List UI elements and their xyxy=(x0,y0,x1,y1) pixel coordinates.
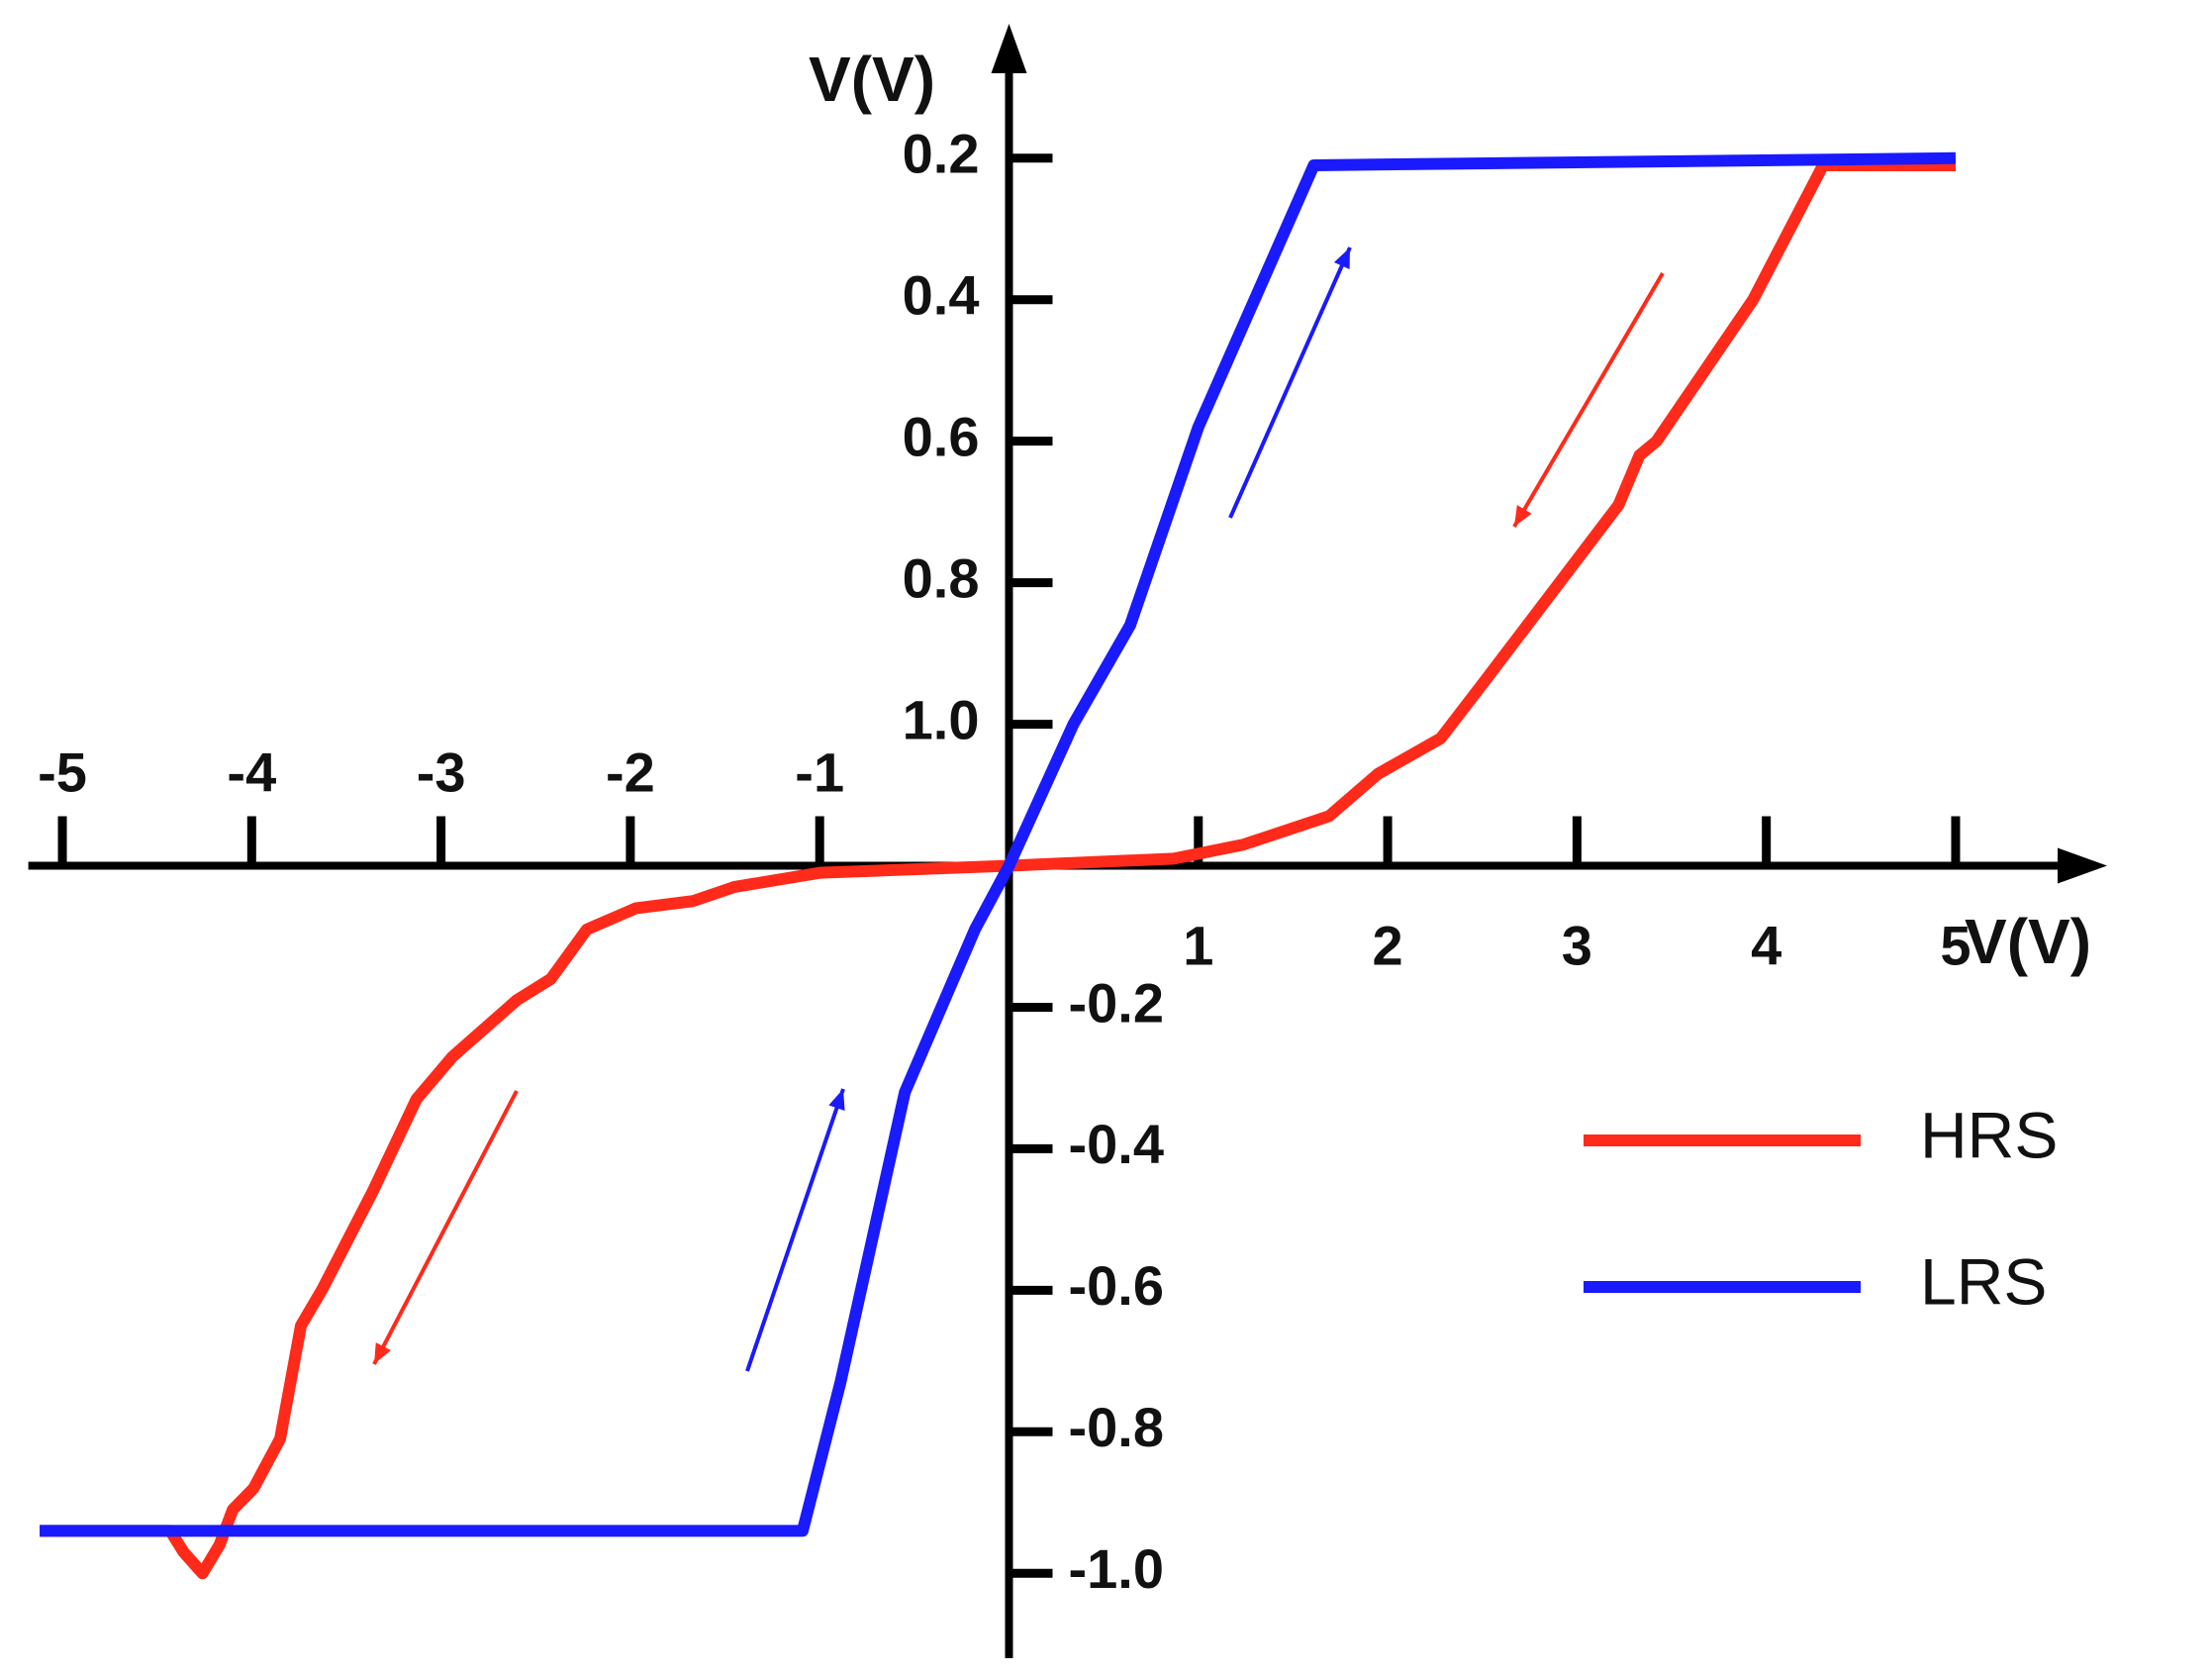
direction-arrowhead xyxy=(1333,247,1350,269)
y-tick-label: 0.8 xyxy=(903,546,980,609)
y-tick-label: -0.6 xyxy=(1068,1254,1164,1317)
x-tick-label: 3 xyxy=(1562,914,1592,976)
direction-arrowhead xyxy=(374,1342,391,1364)
direction-arrow xyxy=(745,1088,845,1372)
x-tick-label: -5 xyxy=(38,740,87,803)
y-tick-label: -1.0 xyxy=(1068,1537,1164,1600)
x-tick-label: 4 xyxy=(1751,914,1781,976)
x-tick-label: 5 xyxy=(1940,914,1971,976)
x-tick-label: 1 xyxy=(1183,914,1213,976)
direction-arrowhead xyxy=(1514,505,1532,527)
y-tick-label: -0.2 xyxy=(1068,971,1164,1034)
y-tick-label: 0.4 xyxy=(903,264,980,327)
legend-label: HRS xyxy=(1920,1098,2058,1171)
x-axis-arrow xyxy=(2058,847,2107,884)
y-tick-label: 0.6 xyxy=(903,405,980,467)
x-tick-label: -3 xyxy=(417,740,466,803)
y-tick-label: -0.8 xyxy=(1068,1396,1164,1458)
y-tick-label: 1.0 xyxy=(903,688,980,750)
y-axis-label: V(V) xyxy=(809,44,935,115)
y-tick-label: -0.4 xyxy=(1068,1113,1164,1175)
direction-arrow xyxy=(372,1090,519,1365)
x-tick-label: -4 xyxy=(227,740,276,803)
legend-label: LRS xyxy=(1920,1244,2047,1318)
line-series xyxy=(40,151,1957,1537)
direction-arrow xyxy=(1512,271,1665,529)
x-tick-label: -2 xyxy=(606,740,655,803)
x-tick-label: 2 xyxy=(1373,914,1403,976)
x-tick-label: -1 xyxy=(795,740,844,803)
line-series xyxy=(40,158,1956,1580)
direction-arrowhead xyxy=(828,1089,845,1111)
x-axis-label: V(V) xyxy=(1965,906,2091,977)
y-tick-label: 0.2 xyxy=(903,123,980,185)
y-axis-arrow xyxy=(991,24,1027,73)
direction-arrow xyxy=(1228,247,1352,519)
